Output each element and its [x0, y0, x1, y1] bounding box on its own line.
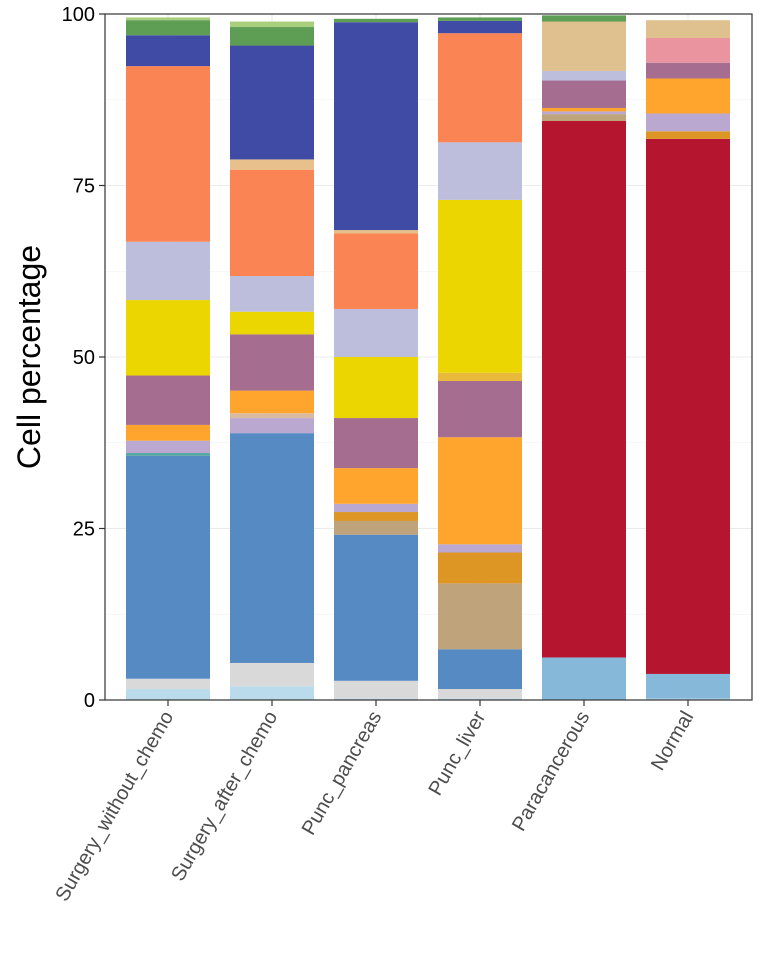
bar-segment	[126, 300, 210, 376]
bar-segment	[334, 503, 418, 513]
y-axis: 0 25 50 75 100	[62, 4, 105, 712]
bars	[126, 15, 730, 700]
y-tick-label: 50	[73, 347, 95, 369]
bar-segment	[126, 678, 210, 690]
bar-segment	[334, 468, 418, 504]
bar-segment	[542, 80, 626, 108]
bar-segment	[542, 111, 626, 115]
bar-segment	[126, 440, 210, 454]
bar-segment	[230, 21, 314, 28]
bar-segment	[230, 276, 314, 312]
bar-segment	[126, 455, 210, 679]
bar-segment	[126, 689, 210, 700]
bar-segment	[438, 689, 522, 699]
bar-segment	[646, 62, 730, 79]
y-tick-label: 100	[62, 4, 95, 26]
bar-segment	[646, 131, 730, 139]
bar-segment	[334, 698, 418, 700]
bar-segment	[438, 372, 522, 382]
bar-segment	[542, 121, 626, 658]
bar-segment	[334, 357, 418, 419]
bar-segment	[334, 520, 418, 535]
bar-segment	[334, 18, 418, 23]
bar-segment	[542, 15, 626, 22]
bar-segment	[438, 583, 522, 650]
bar-segment	[230, 433, 314, 663]
y-tick-label: 25	[73, 519, 95, 541]
bar-segment	[230, 418, 314, 434]
bar-segment	[126, 241, 210, 301]
bar-segment	[438, 649, 522, 690]
bar-segment	[230, 686, 314, 700]
bar-segment	[646, 78, 730, 114]
bar-segment	[646, 38, 730, 63]
bar-segment	[126, 375, 210, 425]
bar-segment	[126, 453, 210, 456]
y-tick-label: 0	[84, 690, 95, 712]
bar-segment	[334, 512, 418, 521]
bar-segment	[334, 534, 418, 681]
bar-segment	[230, 169, 314, 277]
bar-segment	[126, 20, 210, 36]
bar-segment	[334, 22, 418, 231]
bar-segment	[334, 418, 418, 469]
bar-segment	[230, 413, 314, 419]
bar-segment	[438, 199, 522, 373]
bar-segment	[230, 390, 314, 414]
bar-segment	[438, 437, 522, 545]
bar-segment	[438, 33, 522, 143]
bar-segment	[542, 657, 626, 700]
bar-segment	[542, 70, 626, 81]
bar-segment	[230, 159, 314, 170]
y-axis-label: Cell percentage	[11, 245, 47, 469]
bar-segment	[126, 35, 210, 67]
bar-segment	[438, 698, 522, 700]
bar-segment	[230, 27, 314, 46]
bar-segment	[438, 381, 522, 438]
bar-segment	[334, 233, 418, 309]
bar-segment	[126, 424, 210, 441]
bar-segment	[646, 20, 730, 39]
bar-segment	[230, 311, 314, 335]
bar-segment	[126, 66, 210, 242]
bar-segment	[438, 552, 522, 584]
bar-segment	[646, 138, 730, 674]
bar-segment	[542, 21, 626, 71]
bar-segment	[230, 45, 314, 160]
bar-segment	[334, 680, 418, 699]
bar-segment	[542, 114, 626, 122]
bar-segment	[646, 113, 730, 132]
bar-segment	[646, 673, 730, 699]
bar-segment	[438, 20, 522, 34]
bar-segment	[230, 662, 314, 687]
bar-segment	[438, 142, 522, 200]
y-tick-label: 75	[73, 176, 95, 198]
bar-segment	[126, 17, 210, 21]
bar-segment	[438, 17, 522, 21]
bar-segment	[230, 334, 314, 391]
bar-segment	[542, 107, 626, 112]
bar-segment	[438, 544, 522, 553]
bar-segment	[334, 230, 418, 234]
bar-segment	[334, 308, 418, 357]
bar-segment	[646, 698, 730, 700]
